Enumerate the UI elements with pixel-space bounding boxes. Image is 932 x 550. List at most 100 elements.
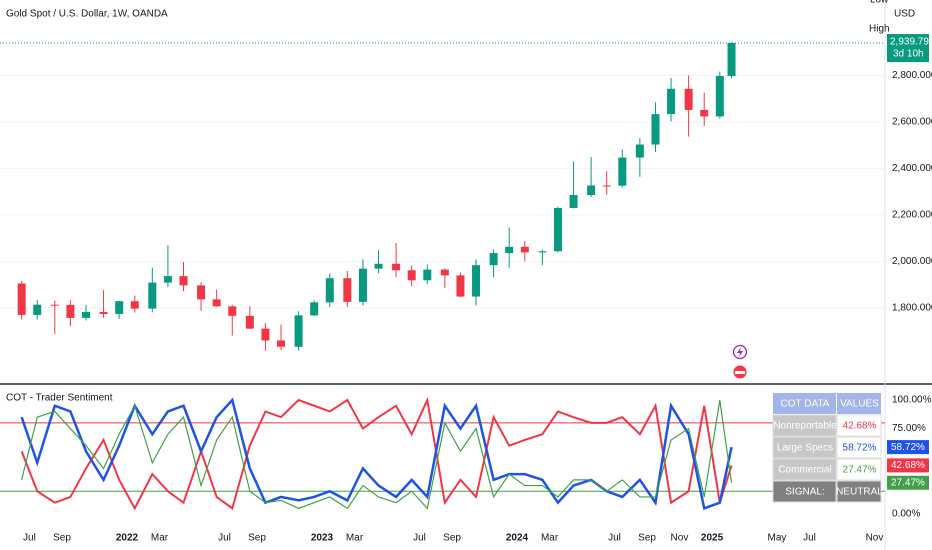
candle-body bbox=[667, 88, 676, 115]
x-tick-label: Mar bbox=[541, 533, 559, 544]
flag-stripe bbox=[735, 371, 745, 374]
x-tick-label: Sep bbox=[443, 533, 461, 544]
candle-body bbox=[553, 208, 562, 252]
x-tick-label: Jul bbox=[608, 533, 621, 544]
candle-body bbox=[684, 88, 693, 110]
candle-body bbox=[343, 278, 352, 302]
y-tick-label: 2,800.000 bbox=[892, 70, 932, 81]
candle-body bbox=[602, 185, 611, 187]
event-icon[interactable] bbox=[732, 344, 748, 360]
y-tick-label: 2,000.000 bbox=[892, 256, 932, 267]
x-tick-label: Mar bbox=[346, 533, 364, 544]
value-tag-label: 27.47% bbox=[891, 477, 925, 488]
event-icon-bolt bbox=[737, 347, 743, 357]
value-tag bbox=[887, 458, 929, 473]
table-cell bbox=[836, 458, 882, 481]
candle-body bbox=[520, 246, 529, 253]
candle-body bbox=[472, 265, 481, 297]
candle-body bbox=[715, 75, 724, 117]
value-tag-label: 42.68% bbox=[891, 460, 925, 471]
candle-body bbox=[212, 299, 221, 307]
candle-body bbox=[115, 301, 124, 314]
candle-body bbox=[261, 328, 270, 341]
x-tick-label: 2025 bbox=[701, 533, 724, 544]
x-tick-label: Sep bbox=[53, 533, 71, 544]
y-tick-label: 100.00% bbox=[892, 395, 932, 406]
x-tick-label: May bbox=[768, 533, 787, 544]
y-tick-label: 1,800.000 bbox=[892, 303, 932, 314]
candle-body bbox=[374, 263, 383, 269]
candle-body bbox=[651, 114, 660, 145]
x-tick-label: Jul bbox=[803, 533, 816, 544]
low-label: Low bbox=[870, 0, 889, 6]
table-header: VALUES bbox=[840, 399, 879, 410]
x-tick-label: Nov bbox=[866, 533, 884, 544]
candle-body bbox=[130, 301, 139, 309]
candle-body bbox=[569, 194, 578, 209]
candle-body bbox=[163, 276, 172, 283]
table-text: 27.47% bbox=[843, 465, 877, 476]
table-header: COT DATA bbox=[781, 399, 830, 410]
candle-body bbox=[17, 283, 26, 315]
y-tick-label: 0.00% bbox=[892, 509, 920, 520]
countdown: 3d 10h bbox=[893, 49, 924, 60]
x-tick-label: Mar bbox=[151, 533, 169, 544]
table-cell bbox=[772, 414, 837, 437]
table-cell bbox=[836, 480, 882, 503]
candle-body bbox=[440, 269, 449, 276]
table-text: 42.68% bbox=[843, 421, 877, 432]
y-tick-label: 2,400.000 bbox=[892, 163, 932, 174]
candle-body bbox=[727, 42, 736, 76]
sentiment-line bbox=[20, 397, 733, 511]
candle-body bbox=[635, 144, 644, 158]
table-text: Large Specs bbox=[777, 443, 833, 454]
value-tag-label: 58.72% bbox=[891, 442, 925, 453]
candle-body bbox=[99, 311, 108, 314]
candle-body bbox=[700, 109, 709, 117]
y-tick-label: 2,600.000 bbox=[892, 117, 932, 128]
candle-body bbox=[618, 157, 627, 186]
candle-body bbox=[294, 315, 303, 347]
last-price-label: 2,939.795 bbox=[890, 37, 932, 48]
table-cell bbox=[772, 480, 837, 503]
candle-body bbox=[325, 278, 334, 303]
x-tick-label: 2023 bbox=[311, 533, 334, 544]
x-tick-label: Sep bbox=[638, 533, 656, 544]
x-tick-label: Jul bbox=[413, 533, 426, 544]
candle-body bbox=[50, 304, 59, 306]
candle-body bbox=[179, 276, 188, 286]
table-cell bbox=[836, 436, 882, 459]
high-label: High bbox=[869, 24, 890, 35]
value-tag bbox=[887, 440, 929, 455]
candle-body bbox=[407, 270, 416, 281]
candle-body bbox=[82, 311, 91, 318]
table-text: 58.72% bbox=[843, 443, 877, 454]
x-tick-label: Jul bbox=[218, 533, 231, 544]
x-tick-label: Nov bbox=[671, 533, 689, 544]
x-tick-label: 2022 bbox=[116, 533, 139, 544]
table-text: SIGNAL: bbox=[785, 487, 824, 498]
currency: USD bbox=[894, 9, 915, 20]
candle-body bbox=[587, 185, 596, 195]
candle-body bbox=[505, 246, 514, 254]
candle-body bbox=[358, 268, 367, 302]
x-tick-label: Sep bbox=[248, 533, 266, 544]
table-text: Nonreportable bbox=[773, 421, 837, 432]
sentiment-line bbox=[21, 399, 733, 510]
y-tick-label: 2,200.000 bbox=[892, 210, 932, 221]
symbol-title: Gold Spot / U.S. Dollar, 1W, OANDA bbox=[6, 9, 168, 20]
candle-body bbox=[228, 306, 237, 316]
value-tag bbox=[887, 475, 929, 490]
sentiment-line bbox=[20, 396, 733, 511]
table-text: Commercial bbox=[778, 465, 831, 476]
table-header-cell bbox=[837, 393, 881, 414]
candle-body bbox=[148, 282, 157, 309]
table-header-cell bbox=[773, 393, 836, 414]
table-cell bbox=[772, 436, 837, 459]
last-price-tag bbox=[887, 34, 929, 63]
indicator-title: COT - Trader Sentiment bbox=[6, 393, 113, 404]
candle-body bbox=[66, 304, 75, 318]
candle-body bbox=[456, 275, 465, 297]
table-cell bbox=[836, 414, 882, 437]
